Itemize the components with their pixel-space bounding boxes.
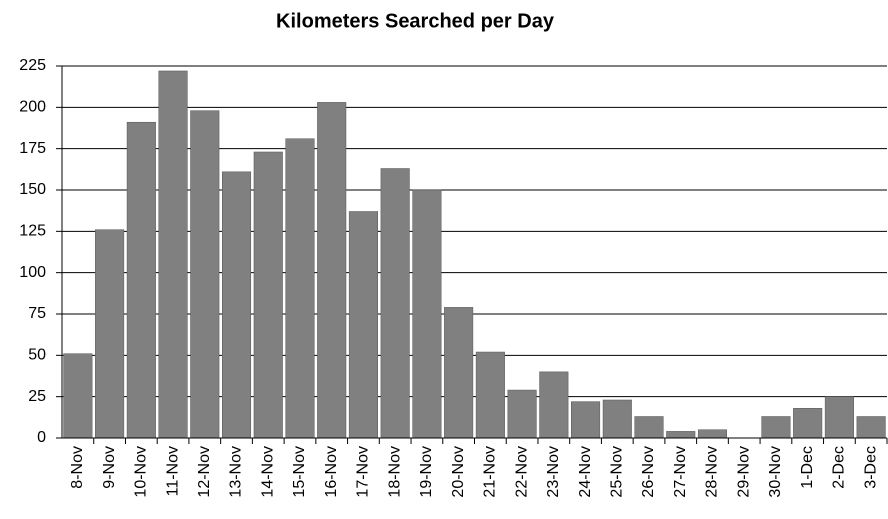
bar xyxy=(317,102,347,439)
bar xyxy=(285,138,315,439)
bar xyxy=(126,121,156,439)
x-tick-label: 10-Nov xyxy=(133,446,150,498)
bar xyxy=(158,70,188,439)
bar xyxy=(824,396,854,439)
y-tick-label: 0 xyxy=(37,429,46,446)
bar xyxy=(697,429,728,439)
x-tick-label: 3-Dec xyxy=(862,446,879,489)
bar xyxy=(602,399,632,439)
bar xyxy=(634,416,664,439)
x-tick-label: 19-Nov xyxy=(418,446,435,498)
bar xyxy=(507,389,537,439)
y-tick-label: 150 xyxy=(19,181,46,198)
x-tick-label: 30-Nov xyxy=(767,446,784,498)
y-tick-label: 125 xyxy=(19,223,46,240)
y-tick-label: 25 xyxy=(28,388,46,405)
x-tick-label: 29-Nov xyxy=(735,446,752,498)
x-tick-label: 1-Dec xyxy=(799,446,816,489)
bar xyxy=(63,353,93,439)
x-tick-label: 23-Nov xyxy=(545,446,562,498)
bar xyxy=(253,151,283,439)
bar xyxy=(380,168,410,439)
x-tick-label: 25-Nov xyxy=(609,446,626,498)
bar xyxy=(475,351,505,439)
bar xyxy=(95,229,125,439)
y-tick-label: 200 xyxy=(19,99,46,116)
x-tick-label: 12-Nov xyxy=(196,446,213,498)
bar xyxy=(444,307,474,439)
x-tick-label: 17-Nov xyxy=(355,446,372,498)
chart-title: Kilometers Searched per Day xyxy=(276,10,555,32)
bar xyxy=(571,401,601,439)
bar xyxy=(412,189,442,439)
x-tick-label: 27-Nov xyxy=(672,446,689,498)
x-tick-label: 11-Nov xyxy=(164,446,181,496)
x-tick-label: 15-Nov xyxy=(291,446,308,498)
bar xyxy=(190,110,220,439)
x-tick-label: 21-Nov xyxy=(482,446,499,498)
bar xyxy=(761,416,791,439)
bar xyxy=(221,171,252,439)
y-tick-label: 175 xyxy=(19,140,46,157)
bar xyxy=(666,431,696,439)
bar xyxy=(539,371,569,439)
x-tick-label: 28-Nov xyxy=(704,446,721,498)
x-tick-label: 20-Nov xyxy=(450,446,467,498)
x-tick-label: 26-Nov xyxy=(640,446,657,498)
x-tick-label: 16-Nov xyxy=(323,446,340,498)
x-tick-label: 14-Nov xyxy=(259,446,276,498)
y-tick-label: 225 xyxy=(19,57,46,74)
x-tick-label: 22-Nov xyxy=(513,446,530,498)
x-tick-label: 8-Nov xyxy=(69,446,86,489)
x-tick-label: 24-Nov xyxy=(577,446,594,498)
x-tick-label: 13-Nov xyxy=(228,446,245,498)
y-tick-label: 50 xyxy=(28,347,46,364)
x-tick-label: 18-Nov xyxy=(386,446,403,498)
bar xyxy=(348,211,378,439)
y-tick-label: 75 xyxy=(28,305,46,322)
bar xyxy=(793,407,823,439)
x-tick-label: 2-Dec xyxy=(831,446,848,489)
x-tick-label: 9-Nov xyxy=(101,446,118,489)
bar xyxy=(856,416,886,439)
y-tick-label: 100 xyxy=(19,264,46,281)
